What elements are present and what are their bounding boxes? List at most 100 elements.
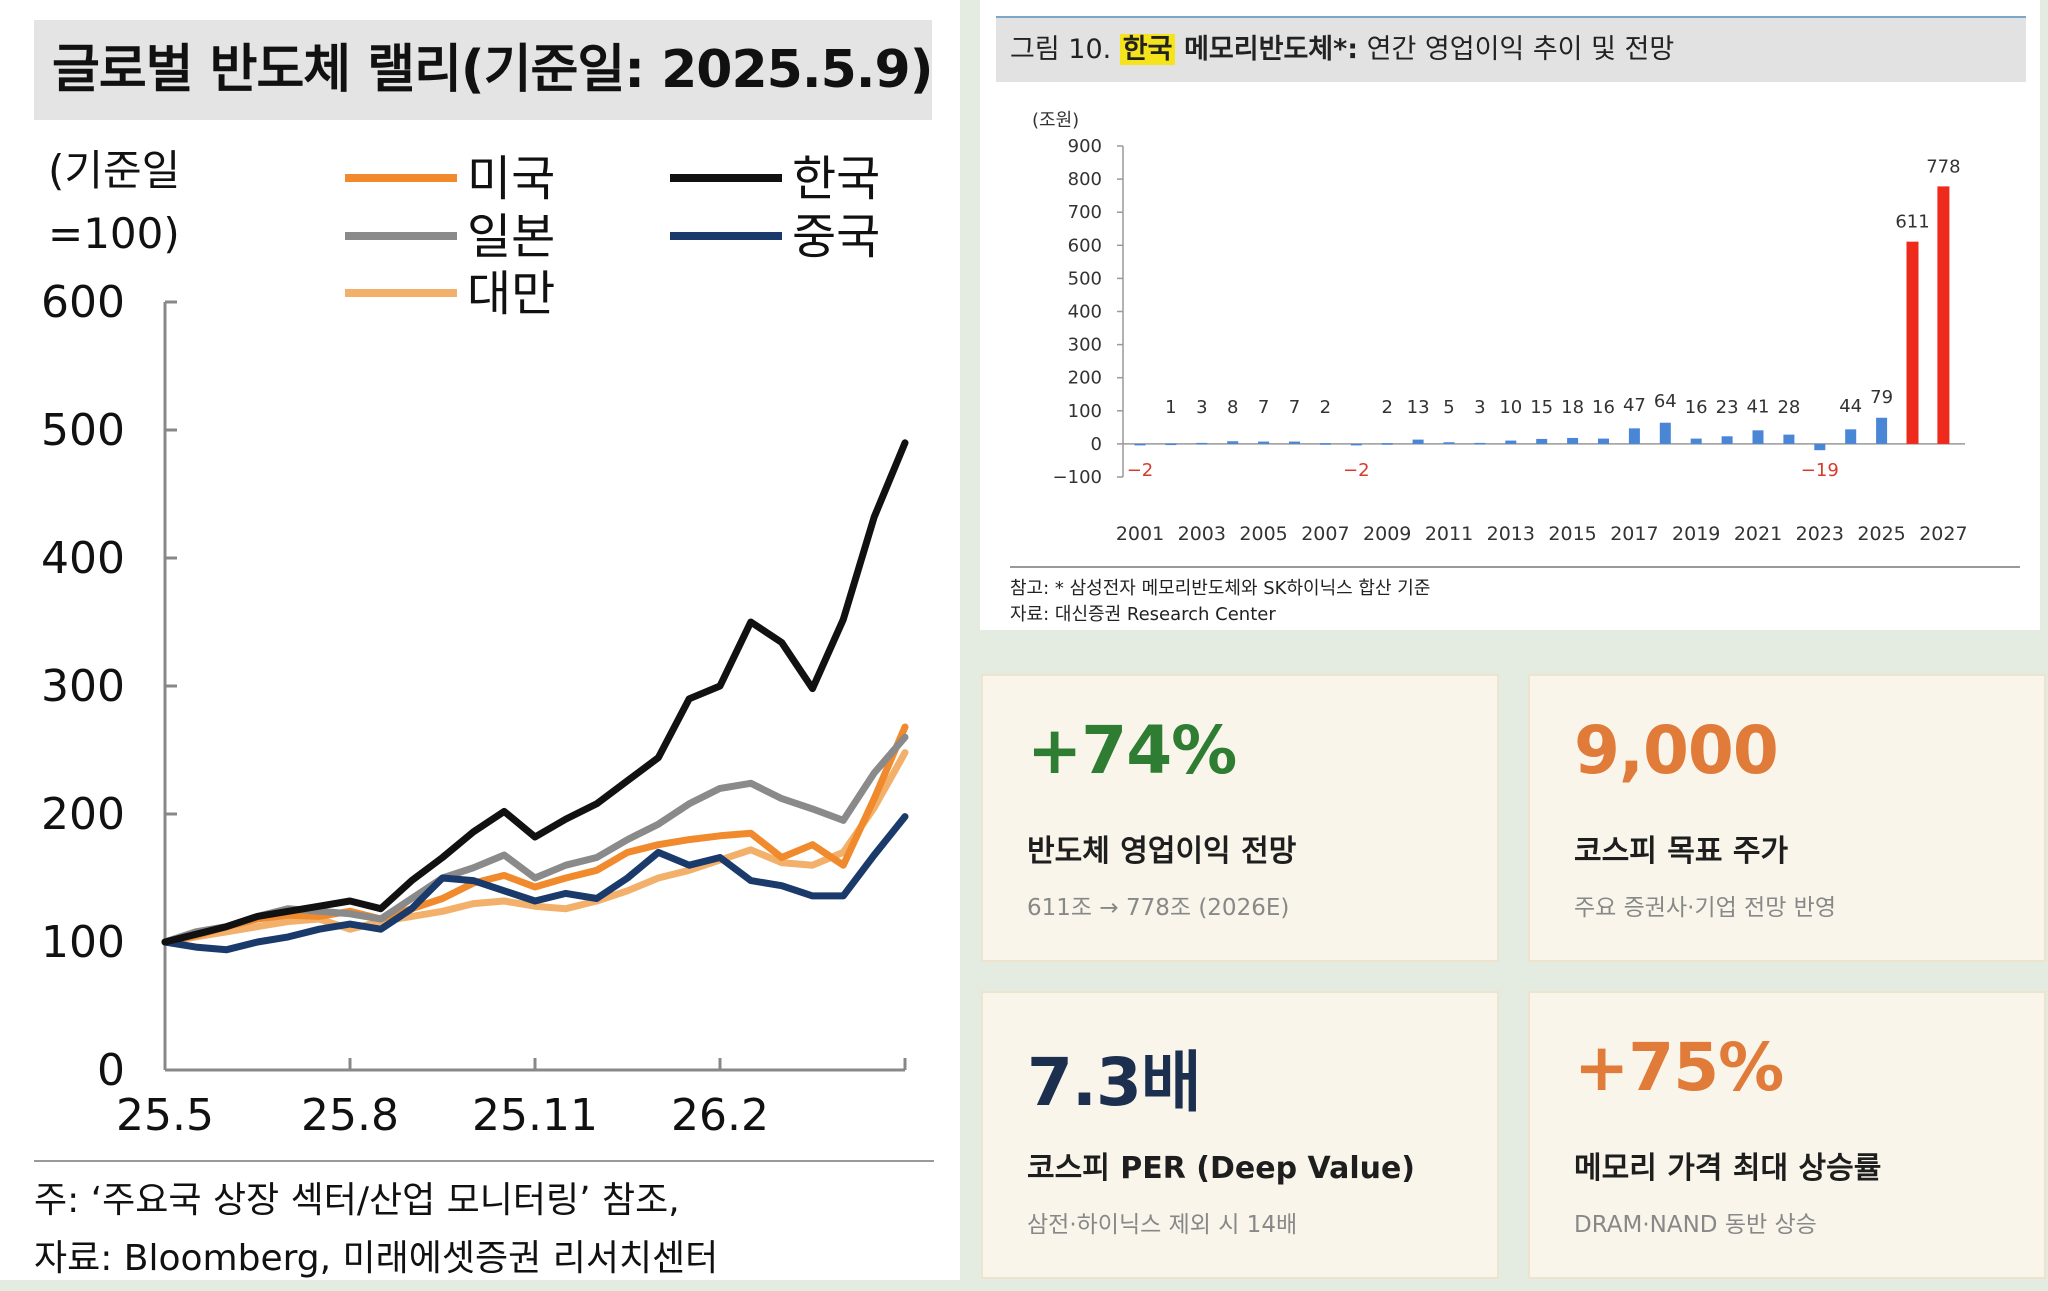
y-tick-label: 500	[41, 405, 125, 456]
stat-card-value: +75%	[1574, 1029, 1784, 1106]
data-label: 5	[1443, 397, 1454, 418]
data-label: 41	[1747, 397, 1770, 418]
data-label: 47	[1623, 395, 1646, 416]
y-tick-label: 800	[1068, 169, 1102, 190]
stat-card-sub: DRAM·NAND 동반 상승	[1574, 1212, 1817, 1238]
y-tick-label: 700	[1068, 202, 1102, 223]
bar-2024	[1845, 429, 1857, 444]
stat-card-sub: 주요 증권사·기업 전망 반영	[1574, 895, 1837, 921]
data-label: 79	[1870, 387, 1893, 408]
bar-2017	[1628, 428, 1640, 444]
data-label: 16	[1592, 397, 1615, 418]
data-label: 778	[1926, 156, 1960, 177]
bar-2021	[1752, 430, 1764, 444]
stat-card-sub: 삼전·하이닉스 제외 시 14배	[1027, 1212, 1298, 1238]
y-tick-label: 600	[41, 277, 125, 328]
bar-2009	[1381, 443, 1393, 445]
x-tick-label: 25.5	[116, 1090, 214, 1141]
x-tick-label: 2001	[1116, 523, 1164, 545]
bar-2002	[1165, 443, 1177, 446]
stat-card-label: 코스피 PER (Deep Value)	[1027, 1151, 1416, 1186]
figure-title-rest: 연간 영업이익 추이 및 전망	[1366, 34, 1675, 65]
legend-label: 대만	[467, 266, 555, 322]
bar-2027	[1937, 186, 1950, 444]
y-tick-label: 100	[1068, 401, 1102, 422]
data-label: −2	[1127, 460, 1154, 481]
x-tick-label: 2023	[1796, 523, 1844, 545]
stat-card-label: 반도체 영업이익 전망	[1027, 834, 1297, 869]
y-tick-label: 400	[41, 533, 125, 584]
data-label: 7	[1258, 397, 1269, 418]
y-tick-label: 0	[97, 1045, 125, 1096]
legend-label: 한국	[792, 151, 880, 207]
data-label: 10	[1499, 397, 1522, 418]
stat-card-value: 7.3배	[1027, 1044, 1202, 1121]
bar-2007	[1319, 443, 1331, 445]
x-tick-label: 25.8	[301, 1090, 399, 1141]
x-tick-label: 26.2	[671, 1090, 769, 1141]
left-chart-notes: 주: ‘주요국 상장 섹터/산업 모니터링’ 참조, 자료: Bloomberg…	[34, 1160, 934, 1288]
y-axis-unit-label: (기준일	[48, 146, 180, 195]
legend-label: 미국	[467, 151, 555, 207]
left-chart-note: 주: ‘주요국 상장 섹터/산업 모니터링’ 참조,	[34, 1180, 680, 1221]
stat-card-value: 9,000	[1574, 712, 1779, 789]
bar-2015	[1567, 437, 1579, 444]
figure-source: 자료: 대신증권 Research Center	[1010, 604, 1276, 625]
x-tick-label: 2019	[1672, 523, 1720, 545]
bar-2005	[1258, 441, 1270, 444]
data-label: 28	[1777, 397, 1800, 418]
bar-2019	[1690, 438, 1702, 444]
x-tick-label: 2011	[1425, 523, 1473, 545]
x-tick-label: 2007	[1301, 523, 1349, 545]
data-label: −19	[1801, 460, 1839, 481]
x-tick-label: 2027	[1919, 523, 1967, 545]
bar-2016	[1598, 438, 1609, 444]
y-tick-label: 300	[41, 661, 125, 712]
y-axis-unit-label: (조원)	[1032, 110, 1079, 131]
figure-title-bold: 메모리반도체*:	[1184, 34, 1359, 65]
series-line-한국	[161, 439, 909, 946]
data-label: 3	[1474, 397, 1485, 418]
legend-label: 중국	[792, 209, 880, 265]
left-chart-title-bar: 글로벌 반도체 랠리(기준일: 2025.5.9)	[34, 20, 933, 120]
bar-2025	[1876, 417, 1888, 444]
figure-title-highlight: 한국	[1119, 34, 1176, 65]
y-tick-label: 100	[41, 917, 125, 968]
y-tick-label: 200	[41, 789, 125, 840]
bar-2020	[1721, 436, 1733, 444]
x-tick-label: 2013	[1487, 523, 1535, 545]
y-tick-label: 300	[1068, 335, 1102, 356]
y-tick-label: −100	[1053, 467, 1102, 488]
x-tick-label: 2005	[1239, 523, 1287, 545]
y-tick-label: 900	[1068, 136, 1102, 157]
bar-2014	[1536, 438, 1548, 444]
stat-card-kospi-target: 9,000 코스피 목표 주가 주요 증권사·기업 전망 반영	[1528, 674, 2046, 962]
series-line-대만	[161, 749, 909, 946]
bar-2004	[1227, 441, 1239, 444]
stat-card-label: 메모리 가격 최대 상승률	[1574, 1151, 1882, 1186]
y-tick-label: 600	[1068, 235, 1102, 256]
data-label: 2	[1320, 397, 1331, 418]
figure-note: 참고: * 삼성전자 메모리반도체와 SK하이닉스 합산 기준	[1010, 578, 1431, 599]
bar-2008	[1350, 443, 1362, 446]
y-tick-label: 400	[1068, 302, 1102, 323]
x-tick-label: 2009	[1363, 523, 1411, 545]
data-label: 15	[1530, 397, 1553, 418]
series-line-중국	[161, 813, 909, 954]
figure-title: 그림 10. 한국 메모리반도체*: 연간 영업이익 추이 및 전망	[1010, 18, 1674, 82]
data-label: 64	[1654, 391, 1677, 412]
y-tick-label: 500	[1068, 268, 1102, 289]
bar-2018	[1659, 422, 1671, 444]
y-tick-label: 0	[1091, 434, 1102, 455]
x-tick-label: 2021	[1734, 523, 1782, 545]
bar-2010	[1412, 439, 1424, 444]
figure-title-bar: 그림 10. 한국 메모리반도체*: 연간 영업이익 추이 및 전망	[996, 16, 2026, 82]
semiconductor-rally-line-chart: (기준일 =100) 0 100 200 300 400 500 600 25.5 25.8 25.1…	[41, 146, 909, 1141]
data-label: 3	[1196, 397, 1207, 418]
bar-2011	[1443, 442, 1455, 444]
stat-card-sub: 611조 → 778조 (2026E)	[1027, 895, 1290, 921]
data-label: 23	[1716, 397, 1739, 418]
data-label: 8	[1227, 397, 1238, 418]
bar-2026	[1906, 241, 1919, 444]
